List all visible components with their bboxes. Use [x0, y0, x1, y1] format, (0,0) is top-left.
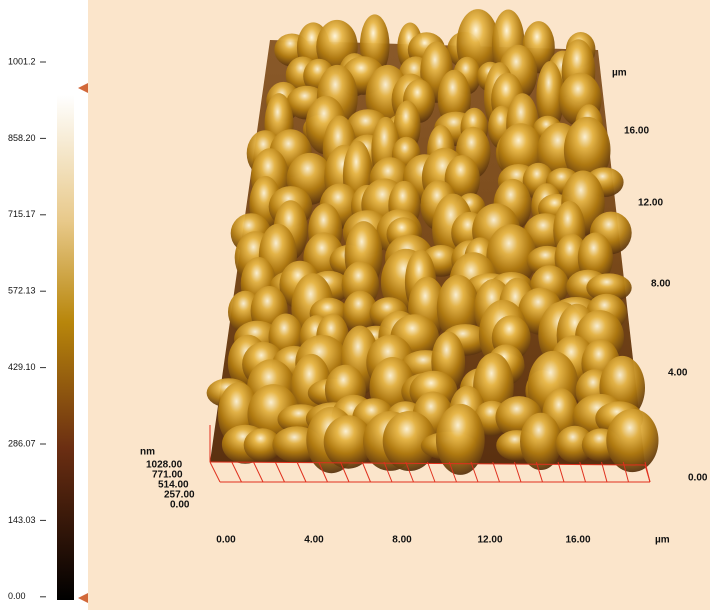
floor-tick: [340, 461, 350, 483]
surface-peak: [555, 425, 594, 464]
surface-peak: [342, 290, 378, 334]
x-tick-label: 16.00: [565, 535, 590, 546]
surface-peak: [536, 61, 564, 133]
colorbar-tick-label: 572.13: [8, 286, 36, 296]
y-tick-label: 16.00: [624, 126, 649, 137]
floor-tick: [383, 461, 393, 483]
floor-tick: [318, 461, 328, 483]
x-unit: µm: [655, 535, 670, 546]
colorbar-tick-label: 0.00: [8, 591, 26, 601]
floor-tick: [601, 461, 608, 483]
colorbar-tick-label: 715.17: [8, 209, 36, 219]
colorbar-tick-label: 429.10: [8, 362, 36, 372]
surface-peak: [382, 411, 437, 471]
surface-peak: [486, 224, 537, 288]
colorbar-marker: [78, 83, 88, 93]
x-tick-label: 0.00: [216, 535, 236, 546]
colorbar-marker: [78, 593, 88, 603]
floor-tick: [535, 461, 543, 483]
z-tick-label: 514.00: [158, 480, 189, 491]
floor-tick: [448, 461, 457, 483]
surface-peak: [435, 403, 485, 475]
surface-peak: [520, 412, 562, 470]
surface-peak: [606, 408, 659, 473]
floor-tick: [470, 461, 479, 483]
floor-tick: [405, 461, 414, 483]
floor-tick: [579, 461, 586, 483]
floor-tick: [296, 461, 307, 483]
surface-features: [206, 9, 659, 475]
floor-tick: [231, 461, 242, 483]
colorbar-tick-label: 858.20: [8, 133, 36, 143]
surface-peak: [563, 116, 611, 184]
surface-peak: [554, 233, 589, 283]
y-unit: µm: [612, 68, 627, 79]
colorbar-tick-label: 1001.2: [8, 56, 36, 66]
z-tick-label: 0.00: [170, 500, 190, 511]
x-tick-label: 8.00: [392, 535, 412, 546]
z-tick-label: 1028.00: [146, 460, 183, 471]
floor-tick: [274, 461, 285, 483]
y-tick-label: 4.00: [668, 368, 688, 379]
z-unit: nm: [140, 447, 155, 458]
y-tick-label: 0.00: [688, 473, 708, 484]
surface-peak: [586, 273, 632, 303]
z-tick-label: 771.00: [152, 470, 183, 481]
floor-edge: [209, 461, 221, 483]
y-tick-label: 12.00: [638, 198, 663, 209]
z-tick-label: 257.00: [164, 490, 195, 501]
floor-tick: [253, 461, 264, 483]
x-tick-label: 4.00: [304, 535, 324, 546]
floor-tick: [492, 461, 500, 483]
surface-peak: [243, 428, 282, 462]
colorbar-tick-label: 286.07: [8, 438, 36, 448]
floor-tick: [427, 461, 436, 483]
floor-tick: [514, 461, 522, 483]
floor-tick: [644, 461, 651, 483]
floor-tick: [622, 461, 629, 483]
surface-peak: [323, 415, 373, 469]
floor-tick: [557, 461, 565, 483]
colorbar-tick-label: 143.03: [8, 515, 36, 525]
floor-tick: [361, 461, 371, 483]
colorbar: [57, 95, 74, 600]
floor-edge: [209, 461, 646, 466]
y-tick-label: 8.00: [651, 279, 671, 290]
x-tick-label: 12.00: [477, 535, 502, 546]
floor-grid: [209, 425, 651, 483]
